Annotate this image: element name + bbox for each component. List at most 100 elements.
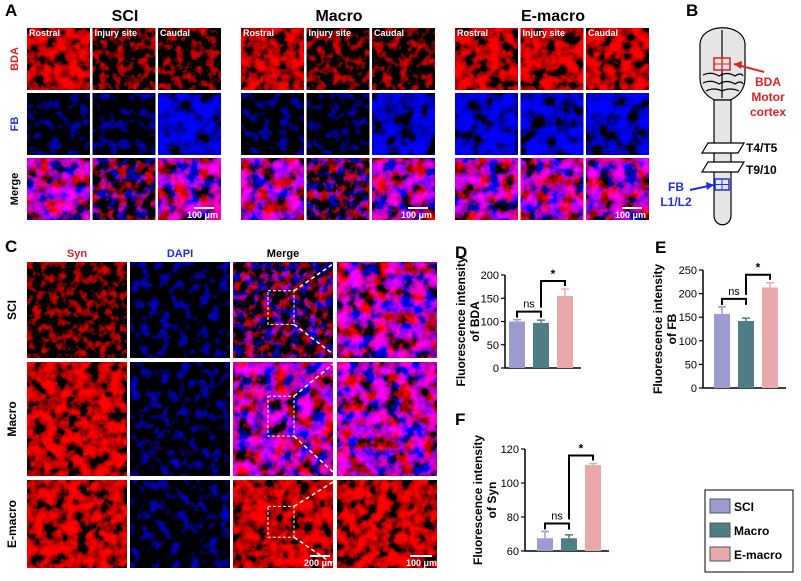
micrograph	[241, 93, 304, 155]
micrograph	[241, 158, 304, 220]
bar	[762, 287, 778, 388]
micrograph	[130, 480, 230, 568]
brain-folds	[702, 30, 744, 98]
label: 100 μm	[401, 210, 432, 220]
y-tick-label: 150	[679, 312, 697, 324]
micrograph	[372, 93, 435, 155]
micrograph	[130, 362, 230, 476]
fb-site-grid	[715, 179, 729, 190]
y-axis-label: of BDA	[468, 301, 482, 342]
significance: *	[579, 441, 584, 455]
error-bar	[537, 319, 545, 323]
label: cortex	[750, 105, 786, 119]
bracket	[745, 273, 771, 295]
micrograph	[233, 362, 333, 476]
bar	[533, 322, 549, 368]
bar	[561, 538, 577, 551]
y-tick-label: 200	[679, 289, 697, 301]
zoom-box	[267, 290, 295, 325]
micrograph	[520, 28, 584, 90]
micrograph	[520, 93, 584, 155]
micrograph	[337, 262, 437, 358]
zoom-lines	[293, 263, 334, 355]
micrograph	[241, 28, 304, 90]
label: D	[455, 243, 467, 262]
bar	[714, 313, 730, 388]
bar	[509, 321, 525, 368]
zoom-lines	[293, 363, 334, 473]
label: Injury site	[309, 28, 352, 38]
error-bar	[742, 317, 750, 321]
row-label: E-macro	[5, 500, 19, 548]
label: Rostral	[29, 28, 60, 38]
y-tick-label: 80	[507, 512, 519, 524]
y-tick-label: 50	[685, 359, 697, 371]
y-tick-label: 0	[691, 383, 697, 395]
micrograph	[306, 158, 370, 220]
y-axis-label: of Syn	[485, 482, 499, 519]
significance: ns	[523, 299, 535, 311]
y-tick-label: 60	[507, 546, 519, 558]
row-label: Macro	[5, 401, 19, 436]
error-bar	[513, 318, 521, 322]
micrograph	[27, 28, 90, 90]
micrograph	[306, 93, 370, 155]
micrograph	[233, 480, 333, 568]
micrograph	[586, 93, 649, 155]
label: Rostral	[243, 28, 274, 38]
row-label: Merge	[9, 173, 21, 205]
label: T4/T5	[746, 141, 778, 155]
label: A	[5, 1, 17, 20]
label: Caudal	[160, 28, 190, 38]
bar	[537, 538, 553, 551]
label: Merge	[267, 248, 299, 260]
label: Caudal	[374, 28, 404, 38]
label: 100 μm	[406, 558, 437, 568]
micrograph	[372, 158, 435, 220]
bracket	[721, 297, 747, 305]
error-bar	[766, 281, 774, 288]
y-tick-label: 150	[481, 293, 499, 305]
bracket	[516, 310, 542, 318]
label: FB	[668, 180, 684, 194]
micrograph	[455, 158, 518, 220]
label: E	[655, 238, 666, 257]
y-tick-label: 120	[501, 444, 519, 456]
label: F	[455, 410, 465, 429]
error-bar	[565, 534, 573, 539]
micrograph	[130, 262, 230, 358]
zoom-lines	[293, 481, 334, 565]
significance: ns	[728, 286, 740, 298]
y-tick-label: 250	[679, 265, 697, 277]
y-tick-label: 100	[679, 336, 697, 348]
label: DAPI	[167, 248, 193, 260]
label: 100 μm	[187, 210, 218, 220]
significance: ns	[551, 510, 563, 522]
legend-label: SCI	[734, 500, 754, 514]
label: SCI	[112, 8, 139, 25]
label: 100 μm	[615, 210, 646, 220]
y-axis-label: Fluorescence intensity	[471, 435, 485, 565]
bar	[585, 465, 601, 551]
micrograph	[586, 158, 649, 220]
label: C	[5, 237, 17, 256]
error-bar	[541, 530, 549, 539]
micrograph	[455, 93, 518, 155]
legend-swatch	[709, 522, 731, 538]
injury-planes	[700, 142, 746, 173]
micrograph	[158, 28, 221, 90]
micrograph	[158, 93, 221, 155]
micrograph	[306, 28, 370, 90]
error-bar	[561, 288, 569, 296]
micrograph	[27, 480, 127, 568]
micrograph	[92, 158, 156, 220]
label: Rostral	[457, 28, 488, 38]
micrograph	[337, 480, 437, 568]
y-tick-label: 100	[481, 317, 499, 329]
y-tick-label: 200	[481, 270, 499, 282]
micrograph	[27, 93, 90, 155]
y-axis-label: Fluorescence intensity	[651, 264, 665, 394]
legend-swatch	[709, 498, 731, 514]
label: L1/L2	[660, 195, 692, 209]
